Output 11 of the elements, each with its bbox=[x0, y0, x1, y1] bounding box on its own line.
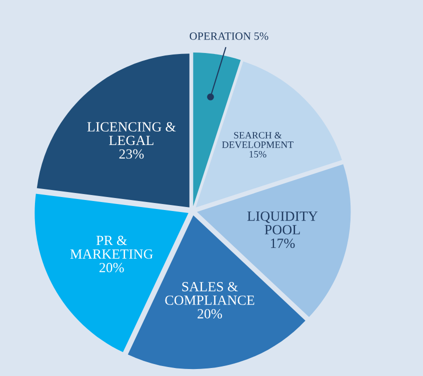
slice-label: SALES & COMPLIANCE bbox=[165, 282, 254, 305]
data-label: 20% bbox=[100, 262, 124, 272]
data-label: 17% bbox=[270, 238, 295, 248]
slice-label: OPERATION 5% bbox=[190, 32, 268, 40]
slice-label: LIQUIDITY POOL bbox=[247, 212, 318, 234]
slice-label: PR & MARKETING bbox=[70, 236, 153, 259]
data-label: 20% bbox=[198, 309, 222, 319]
slice-label: SEARCH & DEVELOPMENT bbox=[222, 132, 294, 148]
slice-label: LICENCING & LEGAL bbox=[87, 122, 176, 146]
data-label: 15% bbox=[250, 150, 266, 158]
data-label: 23% bbox=[119, 149, 144, 159]
